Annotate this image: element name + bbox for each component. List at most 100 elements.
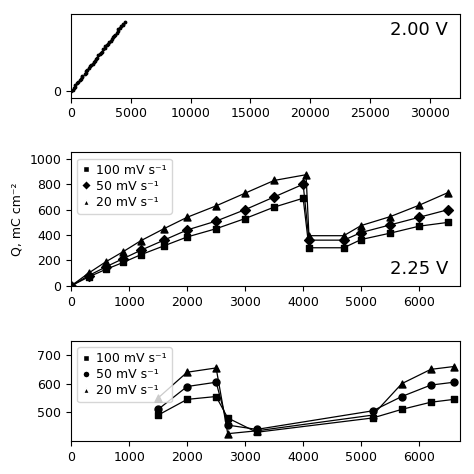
Point: [183, 368, 191, 376]
Point: [305, 232, 313, 239]
Point: [450, 378, 458, 386]
Point: [160, 242, 168, 250]
Point: [415, 222, 423, 230]
Point: [253, 427, 261, 435]
Point: [101, 43, 109, 50]
Point: [98, 49, 105, 57]
Point: [224, 421, 231, 429]
Point: [119, 248, 127, 255]
Point: [119, 20, 127, 27]
Point: [155, 394, 162, 402]
Point: [72, 81, 79, 89]
Point: [81, 71, 89, 78]
Point: [212, 217, 220, 225]
Point: [183, 213, 191, 221]
Point: [78, 73, 86, 81]
Point: [114, 27, 121, 35]
Point: [357, 222, 365, 229]
Point: [110, 32, 118, 40]
Point: [85, 272, 92, 280]
Point: [445, 219, 452, 226]
Point: [450, 363, 458, 370]
Point: [73, 80, 81, 87]
Point: [86, 63, 94, 70]
Point: [90, 58, 97, 66]
Point: [102, 263, 109, 271]
Text: 2.25 V: 2.25 V: [390, 260, 448, 278]
Point: [104, 40, 111, 47]
Point: [241, 206, 249, 213]
Point: [79, 73, 86, 80]
Point: [67, 282, 75, 290]
Point: [270, 203, 278, 211]
Text: 2.00 V: 2.00 V: [390, 21, 448, 39]
Point: [119, 259, 127, 266]
Point: [305, 237, 313, 244]
Point: [340, 244, 347, 252]
Point: [300, 181, 307, 188]
Point: [357, 236, 365, 243]
Y-axis label: Q, mC cm⁻²: Q, mC cm⁻²: [11, 182, 24, 256]
Point: [93, 54, 101, 62]
Point: [224, 430, 231, 438]
Point: [302, 171, 310, 179]
Point: [340, 232, 347, 239]
Point: [155, 406, 162, 413]
Point: [67, 282, 75, 290]
Point: [67, 282, 75, 290]
Point: [398, 393, 406, 401]
Point: [105, 38, 112, 46]
Point: [109, 35, 116, 42]
Point: [270, 193, 278, 201]
Point: [69, 86, 77, 93]
Point: [85, 273, 92, 281]
Point: [113, 29, 120, 36]
Point: [76, 76, 84, 84]
Point: [305, 244, 313, 252]
Point: [300, 194, 307, 202]
Point: [67, 88, 75, 95]
Point: [91, 57, 99, 64]
Point: [117, 22, 125, 30]
Point: [369, 414, 376, 422]
Point: [70, 84, 78, 92]
Point: [160, 237, 168, 244]
Legend: 100 mV s⁻¹, 50 mV s⁻¹, 20 mV s⁻¹: 100 mV s⁻¹, 50 mV s⁻¹, 20 mV s⁻¹: [77, 159, 172, 214]
Point: [212, 202, 220, 210]
Point: [241, 215, 249, 222]
Point: [83, 66, 91, 73]
Point: [82, 67, 90, 75]
Point: [74, 78, 82, 85]
Point: [427, 399, 435, 406]
Point: [415, 201, 423, 209]
Point: [89, 60, 96, 67]
Point: [241, 189, 249, 197]
Point: [95, 52, 102, 59]
Point: [183, 383, 191, 390]
Point: [212, 364, 220, 372]
Point: [137, 237, 145, 245]
Point: [102, 265, 109, 273]
Point: [121, 18, 129, 26]
Point: [137, 246, 145, 254]
Point: [398, 380, 406, 387]
Point: [119, 21, 127, 29]
Point: [119, 255, 127, 262]
Point: [98, 48, 106, 55]
Point: [160, 225, 168, 233]
Point: [82, 69, 90, 77]
Point: [111, 31, 118, 38]
Point: [108, 37, 115, 45]
Point: [398, 406, 406, 413]
Point: [103, 41, 111, 48]
Point: [369, 407, 376, 415]
Point: [415, 213, 423, 221]
Point: [85, 269, 92, 277]
Point: [101, 44, 109, 52]
Point: [85, 64, 92, 72]
Point: [253, 426, 261, 433]
Point: [386, 213, 394, 220]
Point: [224, 414, 231, 422]
Point: [445, 189, 452, 196]
Point: [212, 378, 220, 386]
